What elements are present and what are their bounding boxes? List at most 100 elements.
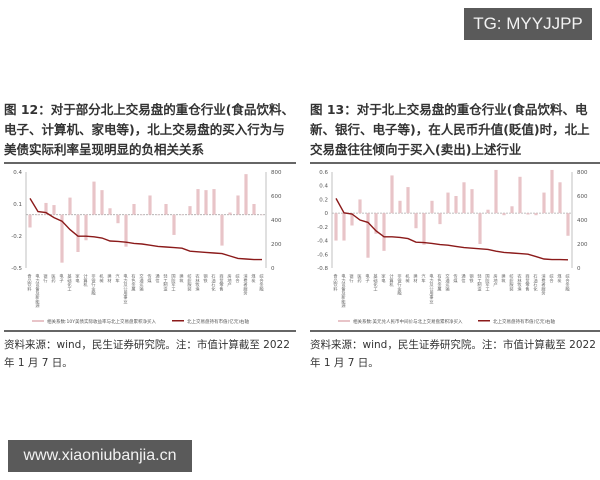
category-label: 电力设备及新能源: [35, 273, 41, 309]
y-tick-label: 0: [325, 211, 329, 217]
category-label: 传媒: [453, 273, 459, 284]
figure-13: 图 13：对于北上交易盘的重仓行业(食品饮料、电新、银行、电子等)，在人民币升值…: [310, 100, 600, 372]
y2-tick-label: 0: [577, 266, 581, 272]
y-tick-label: -0.8: [317, 266, 328, 272]
bar: [526, 213, 530, 215]
y-tick-label: 0.1: [13, 202, 22, 208]
bar: [342, 213, 346, 241]
category-label: 医药: [52, 274, 57, 284]
category-label: 基础化工: [67, 273, 73, 292]
bar: [60, 214, 64, 263]
category-label: 食品饮料: [333, 273, 339, 293]
bar: [204, 190, 208, 215]
bar: [454, 196, 458, 214]
bar: [518, 176, 522, 214]
bar: [148, 195, 152, 215]
category-label: 国防军工: [172, 274, 177, 292]
category-label: 传媒: [147, 273, 153, 284]
legend-line-label: 北上交易盘持有市值(亿元)右轴: [187, 318, 250, 325]
bar: [430, 200, 434, 214]
bar: [68, 197, 72, 215]
bar: [358, 199, 362, 214]
y-tick-label: 0.4: [319, 184, 328, 190]
category-label: 综合金融: [565, 273, 571, 293]
bar: [44, 202, 48, 215]
figure-12-title: 图 12：对于部分北上交易盘的重仓行业(食品饮料、电子、计算机、家电等)，北上交…: [4, 102, 294, 157]
y2-tick-label: 600: [271, 194, 282, 200]
bar: [398, 200, 402, 214]
category-label: 食品饮料: [27, 273, 33, 293]
category-label: 电力及公用事业: [429, 273, 435, 304]
category-label: 机械: [99, 273, 105, 284]
category-label: 纺织服装: [509, 273, 515, 293]
bar: [228, 212, 232, 215]
y-tick-label: -0.4: [317, 239, 328, 245]
y-tick-label: -0.2: [11, 234, 22, 240]
category-label: 农林牧渔: [195, 273, 201, 293]
market-value-line: [29, 198, 262, 261]
bar: [422, 213, 426, 245]
y2-tick-label: 400: [577, 218, 588, 224]
category-label: 机械: [405, 273, 411, 284]
bar: [252, 204, 256, 215]
category-label: 房地产: [493, 273, 499, 288]
category-label: 汽车: [115, 273, 121, 284]
chart-12: 0.4 0.1 -0.2 -0.5 0 200 400 600 800 食品饮料 电力设备及新能源银…: [4, 164, 296, 330]
y-tick-label: -0.2: [317, 225, 328, 231]
category-label: 石油石化: [211, 274, 217, 293]
bar: [116, 214, 120, 224]
legend-line-label: 北上交易盘持有市值(亿元)右轴: [493, 318, 556, 325]
bar: [510, 206, 514, 214]
category-label: 轻工制造: [477, 273, 483, 293]
bar: [414, 213, 418, 229]
legend-line-swatch: [478, 320, 490, 322]
category-label: 钢铁: [203, 273, 209, 284]
bar: [92, 181, 96, 215]
y2-tick-label: 0: [271, 266, 275, 272]
source-divider: [310, 330, 600, 332]
title-divider: [4, 162, 296, 164]
bar: [140, 214, 144, 216]
bar: [542, 192, 546, 214]
category-label: 非银行金融: [397, 273, 403, 297]
bar: [212, 189, 216, 215]
chart-12-svg: 0.4 0.1 -0.2 -0.5 0 200 400 600 800 食品饮料 电力设备及新能源银…: [11, 170, 282, 325]
category-label: 农林牧渔: [517, 273, 523, 293]
category-label: 电力及公用事业: [123, 273, 129, 304]
y2-tick-label: 400: [271, 218, 282, 224]
bar: [164, 204, 168, 215]
bar: [534, 213, 538, 216]
y-tick-label: 0.4: [13, 170, 22, 176]
bar: [76, 214, 80, 252]
category-label: 建筑: [501, 273, 507, 284]
category-label: 有色金属: [437, 273, 443, 293]
chart-13: 0.6 0.4 0.2 0 -0.2 -0.4 -0.6 -0.8 0 200 400 600 800 食…: [310, 164, 600, 330]
bar: [172, 214, 176, 235]
chart-13-svg: 0.6 0.4 0.2 0 -0.2 -0.4 -0.6 -0.8 0 200 400 600 800 食…: [317, 169, 588, 325]
category-label: 商贸零售: [525, 273, 531, 293]
bar: [374, 213, 378, 234]
bar: [52, 205, 56, 215]
legend-bar-swatch: [338, 320, 350, 322]
category-label: 通信: [155, 273, 161, 284]
bar: [36, 214, 40, 216]
category-label: 医药: [358, 274, 363, 284]
market-value-line: [335, 198, 569, 261]
category-label: 煤炭: [251, 273, 257, 284]
y2-tick-label: 800: [271, 170, 282, 176]
legend-line-swatch: [172, 320, 184, 322]
y-tick-label: 0.6: [319, 170, 328, 176]
category-label: 汽车: [421, 273, 427, 284]
bar: [566, 213, 570, 236]
bar: [390, 175, 394, 214]
category-label: 电力设备及新能源: [341, 273, 347, 309]
bar: [244, 174, 248, 215]
y-tick-label: 0.2: [319, 197, 328, 203]
category-label: 轻工制造: [163, 273, 169, 293]
bar: [406, 187, 410, 214]
category-label: 房地产: [227, 273, 233, 288]
bar: [462, 182, 466, 214]
category-label: 国防军工: [486, 274, 491, 292]
category-label: 家电: [381, 273, 387, 283]
category-label: 交通运输: [139, 273, 145, 293]
